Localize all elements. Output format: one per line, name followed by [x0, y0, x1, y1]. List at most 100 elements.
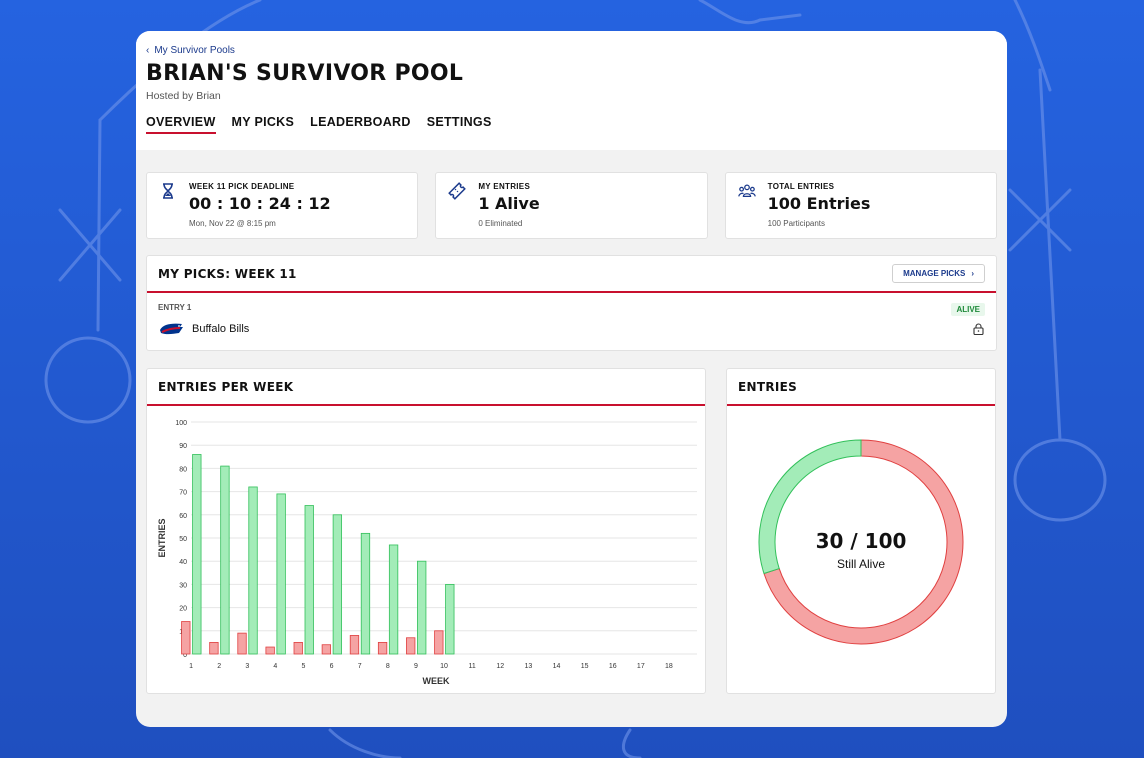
y-tick-label: 20	[179, 606, 187, 613]
x-axis-label: WEEK	[423, 676, 451, 686]
bar-alive	[304, 505, 314, 655]
team-name: Buffalo Bills	[192, 323, 250, 335]
donut-slice-eliminated	[763, 439, 964, 645]
bar-alive	[248, 486, 258, 655]
x-tick-label: 2	[217, 663, 221, 670]
x-tick-label: 12	[496, 663, 504, 670]
bar-alive	[417, 560, 427, 655]
deadline-card: WEEK 11 PICK DEADLINE 00 : 10 : 24 : 12 …	[146, 172, 419, 239]
my-entries-label: MY ENTRIES	[478, 182, 531, 191]
donut-center: 30 / 100 Still Alive	[727, 529, 995, 571]
y-tick-label: 80	[179, 466, 187, 473]
manage-picks-label: MANAGE PICKS	[903, 269, 966, 278]
x-tick-label: 14	[553, 663, 561, 670]
y-tick-label: 50	[179, 536, 187, 543]
my-picks-panel: MY PICKS: WEEK 11 MANAGE PICKS › ENTRY 1…	[146, 255, 997, 351]
tab-settings[interactable]: SETTINGS	[426, 115, 492, 129]
bar-eliminated	[434, 630, 444, 655]
y-tick-label: 30	[179, 582, 187, 589]
entries-per-week-title: ENTRIES PER WEEK	[158, 379, 294, 394]
hourglass-icon	[163, 183, 173, 199]
y-tick-label: 100	[175, 420, 187, 427]
bar-alive	[192, 454, 202, 655]
x-tick-label: 11	[469, 663, 476, 670]
bar-eliminated	[209, 641, 219, 655]
tab-leaderboard[interactable]: LEADERBOARD	[310, 115, 411, 129]
bar-eliminated	[377, 641, 388, 655]
bar-alive	[332, 514, 343, 655]
deadline-label: WEEK 11 PICK DEADLINE	[189, 182, 295, 191]
y-tick-label: 60	[179, 513, 187, 520]
tab-my-picks[interactable]: MY PICKS	[231, 115, 295, 129]
donut-label: Still Alive	[836, 557, 886, 571]
deadline-countdown: 00 : 10 : 24 : 12	[189, 194, 331, 213]
x-tick-label: 17	[637, 663, 645, 670]
stats-row: WEEK 11 PICK DEADLINE 00 : 10 : 24 : 12 …	[146, 172, 997, 239]
pool-header: ‹ My Survivor Pools BRIAN'S SURVIVOR POO…	[136, 31, 1007, 150]
x-tick-label: 16	[609, 663, 617, 670]
bar-alive	[360, 532, 371, 655]
x-tick-label: 15	[581, 663, 589, 670]
entries-per-week-header: ENTRIES PER WEEK	[147, 369, 705, 406]
total-entries-sub: 100 Participants	[767, 219, 826, 228]
tab-bar: OVERVIEW MY PICKS LEADERBOARD SETTINGS	[146, 115, 997, 134]
bills-logo-icon	[160, 323, 183, 335]
entries-panel: ENTRIES 30 / 100 Still Alive	[726, 368, 996, 694]
page-title: BRIAN'S SURVIVOR POOL	[146, 61, 464, 86]
users-icon	[737, 184, 756, 198]
bar-eliminated	[349, 635, 360, 655]
bar-alive	[445, 583, 455, 655]
donut-slice-alive	[758, 439, 862, 575]
back-link-label: My Survivor Pools	[154, 45, 235, 56]
manage-picks-button[interactable]: MANAGE PICKS ›	[892, 264, 985, 283]
host-text: Hosted by Brian	[146, 90, 221, 102]
total-entries-card: TOTAL ENTRIES 100 Entries 100 Participan…	[724, 172, 997, 239]
my-entries-value: 1 Alive	[478, 194, 540, 213]
y-tick-label: 40	[179, 559, 187, 566]
x-tick-label: 1	[189, 663, 193, 670]
x-tick-label: 9	[414, 663, 418, 670]
my-entries-sub: 0 Eliminated	[478, 219, 523, 228]
x-tick-label: 7	[358, 663, 362, 670]
chevron-right-icon: ›	[971, 269, 974, 278]
x-tick-label: 8	[386, 663, 390, 670]
bar-eliminated	[293, 641, 303, 655]
entry-label: ENTRY 1	[158, 303, 192, 312]
bar-eliminated	[265, 646, 275, 655]
donut-value: 30 / 100	[815, 529, 907, 553]
entries-donut-chart	[758, 439, 964, 645]
pick-row[interactable]: Buffalo Bills	[158, 321, 249, 337]
entries-title: ENTRIES	[738, 379, 798, 394]
my-picks-title: MY PICKS: WEEK 11	[158, 266, 297, 281]
status-badge: ALIVE	[951, 303, 985, 316]
deadline-date: Mon, Nov 22 @ 8:15 pm	[189, 219, 276, 228]
y-tick-label: 0	[183, 652, 187, 659]
x-tick-label: 5	[302, 663, 306, 670]
total-entries-value: 100 Entries	[767, 194, 871, 213]
y-tick-label: 90	[179, 443, 187, 450]
bar-eliminated	[321, 644, 332, 655]
x-tick-label: 13	[524, 663, 532, 670]
tab-overview[interactable]: OVERVIEW	[146, 115, 216, 134]
lock-icon	[973, 323, 984, 335]
entries-per-week-chart: 0102030405060708090100123456789101112131…	[157, 420, 697, 686]
y-tick-label: 70	[179, 490, 187, 497]
x-tick-label: 10	[440, 663, 448, 670]
x-tick-label: 3	[245, 663, 249, 670]
bar-alive	[276, 493, 286, 655]
bar-eliminated	[406, 637, 416, 655]
bar-alive	[220, 465, 230, 655]
x-tick-label: 6	[330, 663, 334, 670]
chevron-left-icon: ‹	[146, 45, 150, 56]
ticket-icon	[448, 182, 467, 200]
back-link[interactable]: ‹ My Survivor Pools	[146, 45, 997, 56]
my-picks-header: MY PICKS: WEEK 11 MANAGE PICKS ›	[147, 256, 996, 293]
total-entries-label: TOTAL ENTRIES	[767, 182, 835, 191]
entries-header: ENTRIES	[727, 369, 995, 406]
bar-eliminated	[181, 621, 191, 655]
bar-alive	[388, 544, 399, 655]
x-tick-label: 18	[665, 663, 673, 670]
y-axis-label: ENTRIES	[157, 518, 167, 557]
bar-eliminated	[237, 632, 247, 655]
pool-card: ‹ My Survivor Pools BRIAN'S SURVIVOR POO…	[136, 31, 1007, 727]
